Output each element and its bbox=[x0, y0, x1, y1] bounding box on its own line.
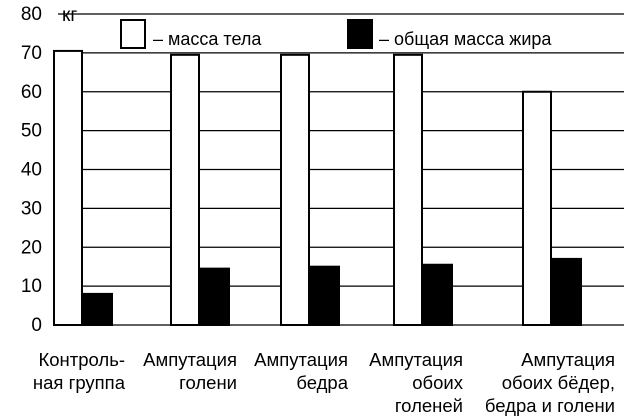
legend-swatch-0 bbox=[120, 19, 146, 49]
legend-label-0: – масса тела bbox=[153, 29, 262, 49]
y-axis-unit-label: кг bbox=[62, 5, 77, 26]
category-label: Контроль- bbox=[38, 349, 125, 370]
bar-body-mass-1 bbox=[170, 53, 200, 326]
bar-fat-mass-2 bbox=[310, 265, 340, 326]
y-tick-label: 60 bbox=[21, 82, 42, 103]
bars bbox=[53, 49, 582, 327]
category-label: ная группа bbox=[33, 372, 126, 393]
category-label: Ампутация bbox=[521, 349, 615, 370]
y-tick-label: 50 bbox=[21, 121, 42, 142]
y-tick-label: 0 bbox=[31, 315, 42, 336]
bar-fat-mass-0 bbox=[83, 292, 113, 326]
y-tick-label: 30 bbox=[21, 198, 42, 219]
bar-body-mass-2 bbox=[280, 53, 310, 326]
category-label: Ампутация bbox=[143, 349, 237, 370]
bar-body-mass-0 bbox=[53, 49, 83, 327]
y-axis-ticks: 0 10 20 30 40 50 60 70 80 bbox=[21, 4, 42, 336]
y-tick-label: 40 bbox=[21, 160, 42, 181]
legend-swatch-1 bbox=[347, 19, 373, 49]
category-label: Ампутация bbox=[369, 349, 463, 370]
category-label: голеней bbox=[395, 395, 463, 416]
category-labels: Контроль-ная группаАмпутацияголениАмпута… bbox=[33, 349, 615, 416]
y-tick-label: 10 bbox=[21, 276, 42, 297]
bar-fat-mass-1 bbox=[200, 267, 230, 327]
bar-fat-mass-4 bbox=[552, 257, 582, 327]
category-label: Ампутация bbox=[254, 349, 348, 370]
bar-body-mass-3 bbox=[393, 53, 423, 326]
category-label: бедра bbox=[296, 372, 348, 393]
category-label: бедра и голени bbox=[485, 395, 615, 416]
grid bbox=[58, 13, 624, 326]
category-label: обоих бёдер, bbox=[502, 372, 615, 393]
category-label: голени bbox=[179, 372, 237, 393]
y-tick-label: 20 bbox=[21, 237, 42, 258]
bar-fat-mass-3 bbox=[423, 263, 453, 326]
category-label: обоих bbox=[412, 372, 464, 393]
bar-body-mass-4 bbox=[522, 90, 552, 326]
y-tick-label: 80 bbox=[21, 4, 42, 25]
y-tick-label: 70 bbox=[21, 43, 42, 64]
legend-label-1: – общая масса жира bbox=[379, 29, 552, 49]
legend: – масса тела – общая масса жира bbox=[120, 19, 552, 49]
